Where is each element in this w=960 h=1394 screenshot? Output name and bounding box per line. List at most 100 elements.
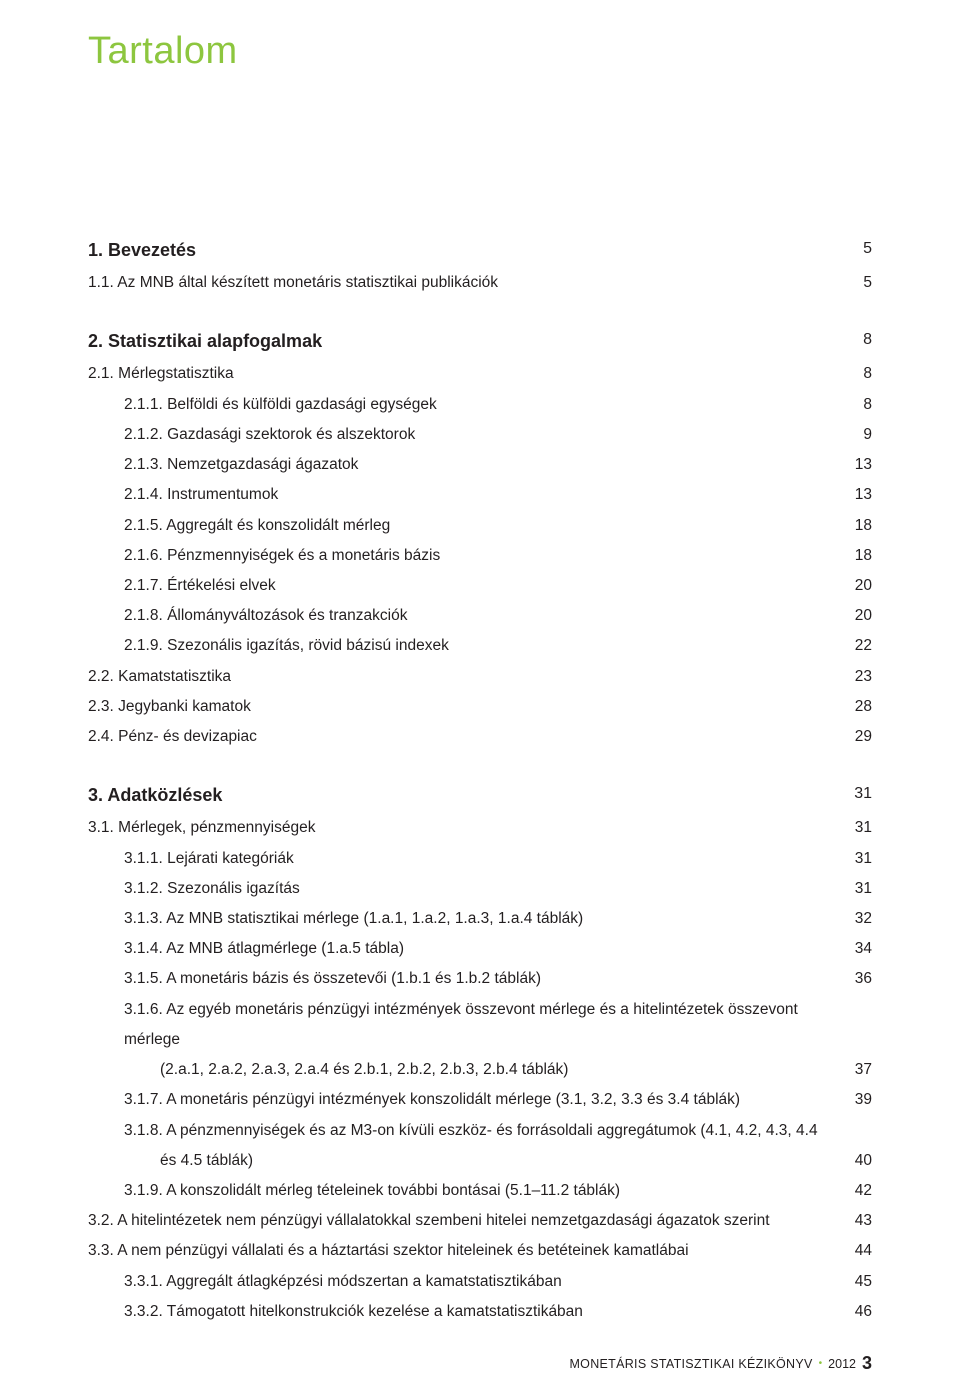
toc-label: 3.1.1. Lejárati kategóriák	[88, 844, 838, 874]
page-title: Tartalom	[88, 30, 872, 73]
toc-entry: 2.1.8. Állományváltozások és tranzakciók…	[88, 601, 872, 631]
footer-year: 2012	[828, 1357, 856, 1371]
toc-label: 3.1.5. A monetáris bázis és összetevői (…	[88, 964, 838, 994]
toc-entry: 2.1.1. Belföldi és külföldi gazdasági eg…	[88, 390, 872, 420]
toc-label: 2.3. Jegybanki kamatok	[88, 692, 838, 722]
toc-page: 31	[838, 844, 872, 874]
toc-label: 3.1.3. Az MNB statisztikai mérlege (1.a.…	[88, 904, 838, 934]
footer-page-number: 3	[862, 1353, 872, 1374]
toc-page: 34	[838, 934, 872, 964]
toc-page: 37	[838, 1055, 872, 1085]
toc-entry: 3.1. Mérlegek, pénzmennyiségek31	[88, 813, 872, 843]
toc-entry: 3.1.2. Szezonális igazítás31	[88, 874, 872, 904]
toc-label: 3.3.2. Támogatott hitelkonstrukciók keze…	[88, 1297, 838, 1327]
toc-label: 3.1.9. A konszolidált mérleg tételeinek …	[88, 1176, 838, 1206]
toc-entry: 2.1.9. Szezonális igazítás, rövid bázisú…	[88, 631, 872, 661]
toc-entry: 2.2. Kamatstatisztika23	[88, 662, 872, 692]
toc-label: 3.2. A hitelintézetek nem pénzügyi válla…	[88, 1206, 838, 1236]
toc-heading: 2. Statisztikai alapfogalmak 8	[88, 324, 872, 359]
toc-label: 2.2. Kamatstatisztika	[88, 662, 838, 692]
toc-page: 18	[838, 511, 872, 541]
toc-page: 31	[838, 874, 872, 904]
toc-label: 3.3. A nem pénzügyi vállalati és a házta…	[88, 1236, 838, 1266]
toc-label: 2.1.4. Instrumentumok	[88, 480, 838, 510]
toc-entry: 3.3.2. Támogatott hitelkonstrukciók keze…	[88, 1297, 872, 1327]
toc-page: 22	[838, 631, 872, 661]
toc-entry: 3.3. A nem pénzügyi vállalati és a házta…	[88, 1236, 872, 1266]
toc-entry: 2.4. Pénz- és devizapiac29	[88, 722, 872, 752]
toc-label: (2.a.1, 2.a.2, 2.a.3, 2.a.4 és 2.b.1, 2.…	[88, 1055, 838, 1085]
toc-entry: 3.1.1. Lejárati kategóriák31	[88, 844, 872, 874]
toc-label: 3.1.7. A monetáris pénzügyi intézmények …	[88, 1085, 838, 1115]
toc-page: 39	[838, 1085, 872, 1115]
toc-label: 3.1.8. A pénzmennyiségek és az M3-on kív…	[88, 1116, 838, 1146]
toc-entry: 3.1.4. Az MNB átlagmérlege (1.a.5 tábla)…	[88, 934, 872, 964]
toc-label: és 4.5 táblák)	[88, 1146, 838, 1176]
toc-entry-cont: (2.a.1, 2.a.2, 2.a.3, 2.a.4 és 2.b.1, 2.…	[88, 1055, 872, 1085]
toc-entry: 2.1.2. Gazdasági szektorok és alszektoro…	[88, 420, 872, 450]
toc-label: 2.1.9. Szezonális igazítás, rövid bázisú…	[88, 631, 838, 661]
toc-entry: 3.1.6. Az egyéb monetáris pénzügyi intéz…	[88, 995, 872, 1055]
toc-page: 5	[838, 268, 872, 298]
toc-page: 40	[838, 1146, 872, 1176]
toc-page: 45	[838, 1267, 872, 1297]
toc-label: 3.1.2. Szezonális igazítás	[88, 874, 838, 904]
toc-label: 2.4. Pénz- és devizapiac	[88, 722, 838, 752]
toc-entry: 2.1.6. Pénzmennyiségek és a monetáris bá…	[88, 541, 872, 571]
table-of-contents: 1. Bevezetés 5 1.1. Az MNB által készíte…	[88, 233, 872, 1327]
toc-entry: 2.1. Mérlegstatisztika8	[88, 359, 872, 389]
toc-page: 32	[838, 904, 872, 934]
bullet-icon: •	[819, 1358, 823, 1369]
toc-label: 3.3.1. Aggregált átlagképzési módszertan…	[88, 1267, 838, 1297]
toc-page: 13	[838, 480, 872, 510]
toc-page: 13	[838, 450, 872, 480]
toc-entry: 2.1.4. Instrumentumok13	[88, 480, 872, 510]
toc-label: 2.1.7. Értékelési elvek	[88, 571, 838, 601]
toc-entry: 3.1.7. A monetáris pénzügyi intézmények …	[88, 1085, 872, 1115]
toc-label: 3.1.4. Az MNB átlagmérlege (1.a.5 tábla)	[88, 934, 838, 964]
toc-page: 36	[838, 964, 872, 994]
footer-book-title: MONETÁRIS STATISZTIKAI KÉZIKÖNYV	[569, 1357, 812, 1371]
toc-page: 8	[838, 390, 872, 420]
toc-label: 2.1.3. Nemzetgazdasági ágazatok	[88, 450, 838, 480]
toc-entry: 1.1. Az MNB által készített monetáris st…	[88, 268, 872, 298]
toc-entry: 2.3. Jegybanki kamatok28	[88, 692, 872, 722]
toc-label: 1.1. Az MNB által készített monetáris st…	[88, 268, 838, 298]
toc-page: 29	[838, 722, 872, 752]
toc-label: 2.1.8. Állományváltozások és tranzakciók	[88, 601, 838, 631]
toc-page: 31	[838, 813, 872, 843]
toc-page: 18	[838, 541, 872, 571]
toc-heading: 3. Adatközlések 31	[88, 778, 872, 813]
toc-entry: 2.1.7. Értékelési elvek20	[88, 571, 872, 601]
toc-entry: 2.1.5. Aggregált és konszolidált mérleg1…	[88, 511, 872, 541]
toc-entry: 2.1.3. Nemzetgazdasági ágazatok13	[88, 450, 872, 480]
toc-label: 3.1.6. Az egyéb monetáris pénzügyi intéz…	[88, 995, 838, 1055]
toc-page: 8	[838, 324, 872, 355]
toc-entry: 3.1.5. A monetáris bázis és összetevői (…	[88, 964, 872, 994]
toc-label: 3. Adatközlések	[88, 778, 838, 813]
toc-page: 5	[838, 233, 872, 264]
footer: MONETÁRIS STATISZTIKAI KÉZIKÖNYV • 2012 …	[569, 1353, 872, 1374]
toc-page: 28	[838, 692, 872, 722]
toc-label: 2.1.5. Aggregált és konszolidált mérleg	[88, 511, 838, 541]
toc-page: 9	[838, 420, 872, 450]
toc-page: 23	[838, 662, 872, 692]
toc-heading: 1. Bevezetés 5	[88, 233, 872, 268]
toc-label: 2.1.1. Belföldi és külföldi gazdasági eg…	[88, 390, 838, 420]
toc-page: 20	[838, 571, 872, 601]
toc-entry-cont: és 4.5 táblák)40	[88, 1146, 872, 1176]
toc-entry: 3.1.8. A pénzmennyiségek és az M3-on kív…	[88, 1116, 872, 1146]
toc-entry: 3.1.9. A konszolidált mérleg tételeinek …	[88, 1176, 872, 1206]
toc-page: 8	[838, 359, 872, 389]
toc-label: 2. Statisztikai alapfogalmak	[88, 324, 838, 359]
toc-label: 3.1. Mérlegek, pénzmennyiségek	[88, 813, 838, 843]
toc-label: 2.1.6. Pénzmennyiségek és a monetáris bá…	[88, 541, 838, 571]
toc-page: 44	[838, 1236, 872, 1266]
toc-page: 42	[838, 1176, 872, 1206]
toc-entry: 3.3.1. Aggregált átlagképzési módszertan…	[88, 1267, 872, 1297]
toc-entry: 3.2. A hitelintézetek nem pénzügyi válla…	[88, 1206, 872, 1236]
toc-label: 2.1. Mérlegstatisztika	[88, 359, 838, 389]
toc-page: 31	[838, 778, 872, 809]
toc-page: 43	[838, 1206, 872, 1236]
toc-page: 20	[838, 601, 872, 631]
